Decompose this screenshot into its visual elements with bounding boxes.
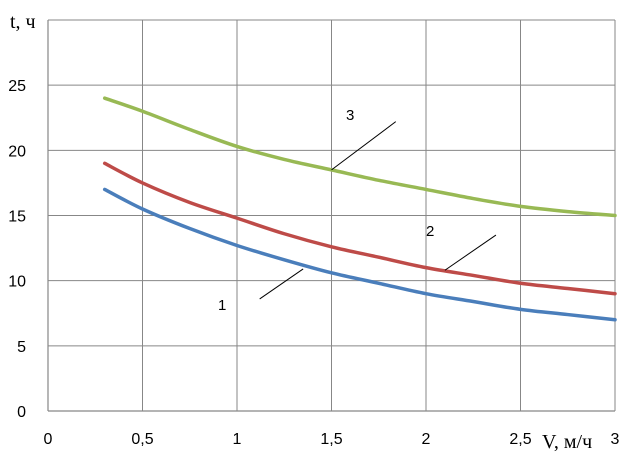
axes	[47, 20, 615, 412]
x-tick-label: 0,5	[131, 431, 153, 448]
series-line-2	[102, 161, 617, 296]
y-tick-label: 25	[8, 78, 26, 95]
x-tick-label: 0	[44, 431, 53, 448]
y-tick-label: 10	[8, 274, 26, 291]
grid-lines	[48, 19, 616, 411]
x-tick-label: 2	[422, 431, 431, 448]
leader-line-1	[259, 268, 304, 300]
x-tick-label: 1,5	[320, 431, 342, 448]
y-tick-label: 20	[8, 143, 26, 160]
leader-line-3	[331, 121, 397, 171]
series-line-3	[102, 96, 617, 218]
y-tick-label: 0	[17, 404, 26, 421]
x-tick-label: 1	[233, 431, 242, 448]
y-tick-labels: 0 5 10 15 20 25	[8, 78, 26, 421]
x-tick-label: 2,5	[509, 431, 531, 448]
y-tick-label: 5	[17, 339, 26, 356]
x-tick-label: 3	[611, 431, 620, 448]
series-line-1	[102, 187, 617, 322]
series-lines	[102, 96, 617, 322]
series-label-1: 1	[218, 297, 226, 314]
x-axis-title: V, м/ч	[542, 431, 592, 453]
y-axis-title: t, ч	[10, 11, 36, 33]
leader-line-2	[444, 234, 497, 271]
series-labels: 1 2 3	[218, 107, 497, 314]
series-label-2: 2	[426, 223, 434, 240]
x-tick-labels: 0 0,5 1 1,5 2 2,5 3	[44, 431, 620, 448]
y-tick-label: 15	[8, 209, 26, 226]
series-label-3: 3	[346, 107, 354, 124]
